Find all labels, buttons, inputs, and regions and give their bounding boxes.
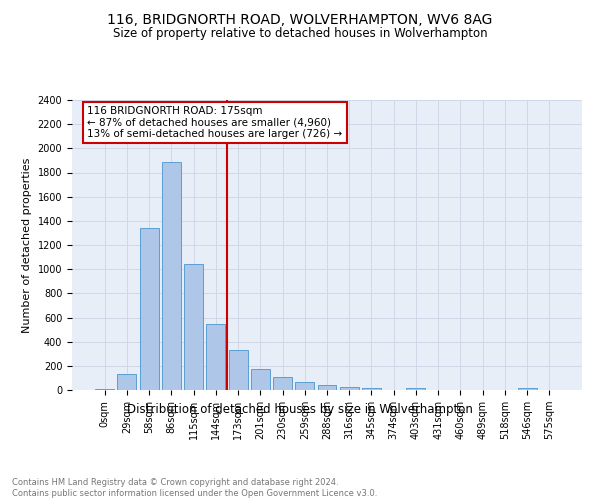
Bar xyxy=(118,374,136,390)
Bar xyxy=(317,385,337,390)
Bar xyxy=(295,382,314,390)
Bar xyxy=(162,162,181,390)
Bar xyxy=(251,370,270,390)
Bar xyxy=(340,386,359,390)
Text: Size of property relative to detached houses in Wolverhampton: Size of property relative to detached ho… xyxy=(113,28,487,40)
Bar xyxy=(273,376,292,390)
Bar xyxy=(229,350,248,390)
Text: 116 BRIDGNORTH ROAD: 175sqm
← 87% of detached houses are smaller (4,960)
13% of : 116 BRIDGNORTH ROAD: 175sqm ← 87% of det… xyxy=(88,106,343,139)
Bar xyxy=(362,388,381,390)
Text: Contains HM Land Registry data © Crown copyright and database right 2024.
Contai: Contains HM Land Registry data © Crown c… xyxy=(12,478,377,498)
Bar xyxy=(184,264,203,390)
Bar xyxy=(406,388,425,390)
Bar xyxy=(518,388,536,390)
Text: Distribution of detached houses by size in Wolverhampton: Distribution of detached houses by size … xyxy=(127,402,473,415)
Bar xyxy=(140,228,158,390)
Text: 116, BRIDGNORTH ROAD, WOLVERHAMPTON, WV6 8AG: 116, BRIDGNORTH ROAD, WOLVERHAMPTON, WV6… xyxy=(107,12,493,26)
Y-axis label: Number of detached properties: Number of detached properties xyxy=(22,158,32,332)
Bar xyxy=(95,389,114,390)
Bar xyxy=(206,324,225,390)
